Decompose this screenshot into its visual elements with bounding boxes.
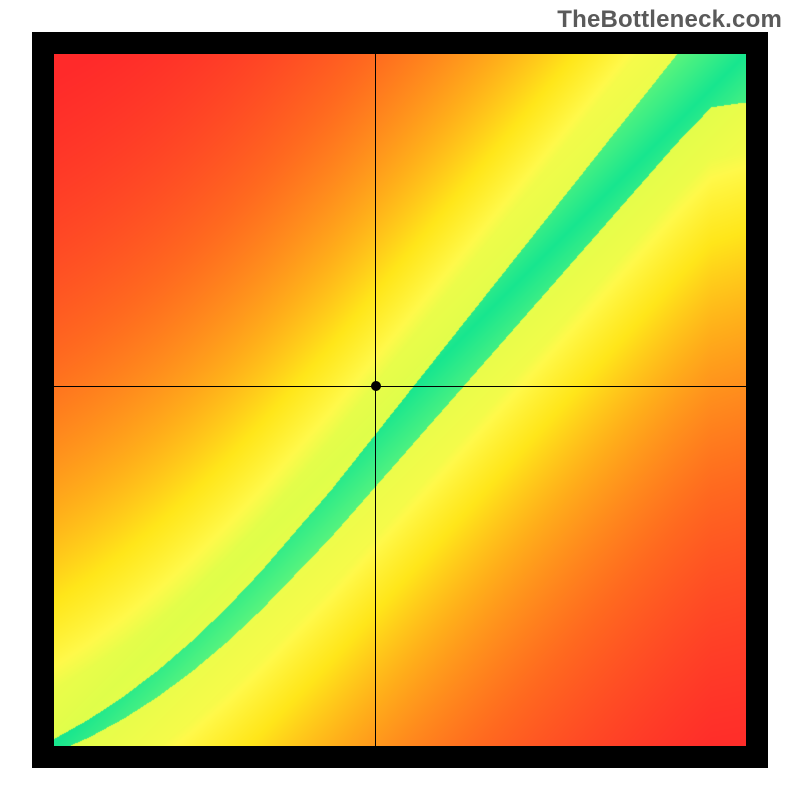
crosshair-dot: [371, 381, 381, 391]
bottleneck-heatmap: [54, 54, 746, 746]
plot-frame-right: [746, 32, 768, 768]
crosshair-horizontal: [54, 386, 746, 387]
plot-frame-left: [32, 32, 54, 768]
plot-frame-top: [32, 32, 768, 54]
watermark-text: TheBottleneck.com: [557, 6, 782, 34]
crosshair-vertical: [375, 54, 376, 746]
chart-container: TheBottleneck.com: [0, 0, 800, 800]
plot-frame-bottom: [32, 746, 768, 768]
